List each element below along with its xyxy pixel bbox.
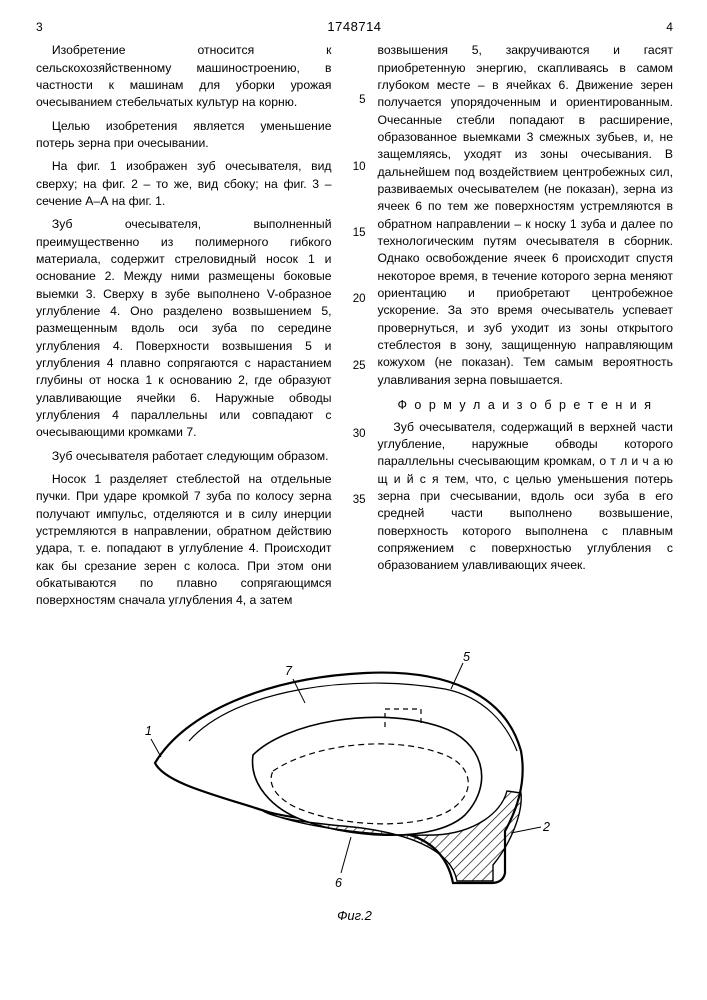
left-p3: На фиг. 1 изображен зуб очесывателя, вид… <box>36 158 332 210</box>
line-num-35: 35 <box>344 492 366 508</box>
body-columns: Изобретение относится к сельскохозяйстве… <box>36 42 673 615</box>
line-num-25: 25 <box>344 358 366 374</box>
figure-2-svg: 1 7 5 2 6 <box>145 638 565 908</box>
line-num-15: 15 <box>344 225 366 241</box>
left-p5: Зуб очесывателя работает следующим образ… <box>36 448 332 465</box>
left-p6: Носок 1 разделяет стеблестой на отдельны… <box>36 471 332 610</box>
page-number-left: 3 <box>36 19 43 36</box>
right-column: возвышения 5, закручиваются и гасят прио… <box>378 42 674 615</box>
patent-number: 1748714 <box>227 18 482 36</box>
left-p1: Изобретение относится к сельскохозяйстве… <box>36 42 332 111</box>
line-num-10: 10 <box>344 159 366 175</box>
left-p4: Зуб очесывателя, выполненный преимуществ… <box>36 216 332 441</box>
figure-caption: Фиг.2 <box>36 907 673 925</box>
line-number-gutter: 5 10 15 20 25 30 35 <box>344 42 366 615</box>
page: 3 1748714 4 Изобретение относится к сель… <box>0 0 707 1000</box>
callout-7: 7 <box>285 664 293 678</box>
formula-heading: Ф о р м у л а и з о б р е т е н и я <box>378 397 674 415</box>
header-row: 3 1748714 4 <box>36 18 673 36</box>
right-p1: возвышения 5, закручиваются и гасят прио… <box>378 42 674 389</box>
page-number-right: 4 <box>666 19 673 36</box>
callout-5: 5 <box>463 650 470 664</box>
line-num-20: 20 <box>344 291 366 307</box>
callout-6: 6 <box>335 876 342 890</box>
line-num-30: 30 <box>344 426 366 442</box>
figure-2-block: 1 7 5 2 6 Фиг.2 <box>36 638 673 926</box>
left-p2: Целью изобретения является уменьшение по… <box>36 118 332 153</box>
left-column: Изобретение относится к сельскохозяйстве… <box>36 42 332 615</box>
callout-2: 2 <box>542 820 550 834</box>
figure-recess <box>252 717 481 835</box>
callout-1: 1 <box>145 724 152 738</box>
line-num-5: 5 <box>344 92 366 108</box>
right-p2: Зуб очесывателя, содержащий в верхней ча… <box>378 419 674 575</box>
